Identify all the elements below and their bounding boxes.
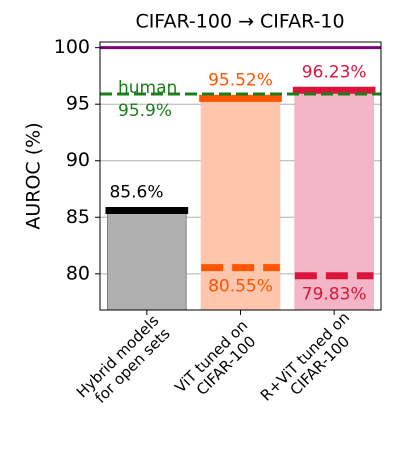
bar <box>106 209 187 311</box>
human-value-label: 95.9% <box>118 101 172 121</box>
human-label: human <box>118 78 177 98</box>
chart-title: CIFAR-100 → CIFAR-10 <box>135 11 344 33</box>
bar <box>200 97 281 311</box>
value-label: 95.52% <box>208 70 273 90</box>
value-label: 96.23% <box>302 62 367 82</box>
y-tick-label: 80 <box>66 262 90 284</box>
low-value-label: 80.55% <box>208 277 273 297</box>
x-tick-label: ViT tuned onCIFAR-100 <box>171 316 263 408</box>
low-value-label: 79.83% <box>302 285 367 305</box>
x-tick-label: R+ViT tuned onCIFAR-100 <box>256 308 364 416</box>
y-tick-label: 95 <box>66 93 90 115</box>
y-tick-label: 90 <box>66 149 90 171</box>
y-tick-label: 85 <box>66 206 90 228</box>
value-label: 85.6% <box>109 182 163 202</box>
plot-frame <box>99 41 382 311</box>
y-axis-label: AUROC (%) <box>23 122 45 229</box>
y-tick-label: 100 <box>54 36 90 58</box>
x-tick-label: Hybrid modelsfor open sets <box>72 311 174 413</box>
